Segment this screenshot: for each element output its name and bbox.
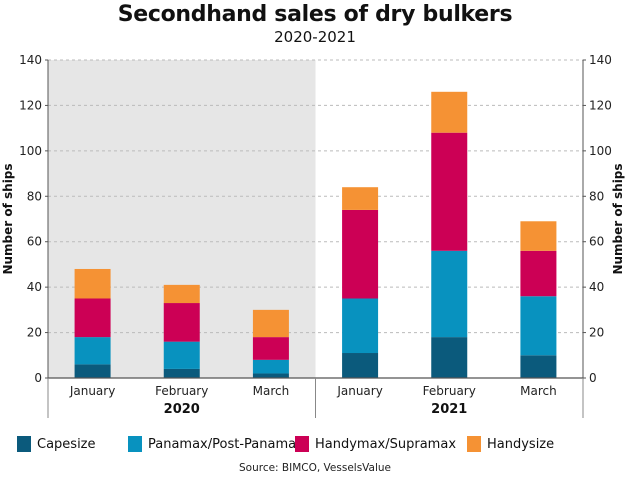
bar-segment-panamax-post-panamax-3 (342, 298, 379, 354)
bar-segment-panamax-post-panamax-2 (252, 359, 289, 374)
bar-segment-handysize-2 (252, 309, 289, 338)
y-tick-label-right: 140 (589, 53, 612, 67)
bar-segment-panamax-post-panamax-4 (431, 250, 468, 338)
x-tick-label: February (155, 384, 208, 398)
chart-subtitle: 2020-2021 (274, 28, 356, 46)
legend: Capesize Panamax/Post-Panamax Handymax/S… (0, 436, 630, 456)
bar-segment-capesize-0 (74, 364, 111, 378)
bar-segment-capesize-4 (431, 337, 468, 378)
bar-segment-handymax-supramax-4 (431, 132, 468, 251)
bar-segment-handymax-supramax-1 (163, 303, 200, 342)
bar-segment-capesize-3 (342, 353, 379, 378)
y-tick-label-left: 0 (34, 371, 42, 385)
bar-segment-handymax-supramax-5 (520, 250, 557, 297)
y-tick-label-left: 40 (27, 280, 42, 294)
legend-swatch-capesize (17, 436, 31, 452)
legend-item-handymax: Handymax/Supramax (295, 436, 456, 452)
bar-segment-panamax-post-panamax-0 (74, 337, 111, 365)
source-note: Source: BIMCO, VesselsValue (238, 462, 392, 474)
y-tick-label-right: 0 (589, 371, 597, 385)
legend-item-panamax: Panamax/Post-Panamax (128, 436, 304, 452)
y-tick-label-left: 60 (27, 235, 42, 249)
bar-segment-capesize-2 (252, 373, 289, 378)
y-tick-label-left: 20 (27, 326, 42, 340)
y-axis-label-left: Number of ships (1, 163, 15, 274)
bar-segment-handysize-0 (74, 268, 111, 299)
legend-swatch-handysize (467, 436, 481, 452)
x-group-label-2021: 2021 (431, 402, 467, 417)
y-axis-label-right: Number of ships (611, 163, 625, 274)
bar-segment-handymax-supramax-0 (74, 298, 111, 338)
bar-segment-handymax-supramax-2 (252, 337, 289, 360)
legend-label: Handysize (487, 436, 555, 452)
legend-label: Handymax/Supramax (315, 436, 457, 452)
y-tick-label-right: 80 (589, 189, 604, 203)
legend-item-capesize: Capesize (17, 436, 96, 452)
bar-segment-handysize-5 (520, 221, 557, 251)
y-tick-label-right: 100 (589, 144, 612, 158)
x-group-label-2020: 2020 (164, 402, 200, 417)
y-tick-label-right: 20 (589, 326, 604, 340)
y-tick-label-right: 60 (589, 235, 604, 249)
bar-segment-handysize-3 (342, 187, 379, 210)
legend-swatch-panamax (128, 436, 142, 452)
x-tick-label: January (69, 384, 116, 398)
y-tick-label-left: 120 (19, 98, 42, 112)
y-tick-label-left: 100 (19, 144, 42, 158)
y-tick-label-left: 80 (27, 189, 42, 203)
legend-label: Panamax/Post-Panamax (148, 436, 304, 452)
chart-title: Secondhand sales of dry bulkers (117, 2, 513, 27)
y-tick-label-right: 40 (589, 280, 604, 294)
bar-segment-handysize-4 (431, 91, 468, 133)
bar-segment-handysize-1 (163, 284, 200, 304)
x-tick-label: March (253, 384, 290, 398)
bar-segment-panamax-post-panamax-5 (520, 296, 557, 356)
legend-item-handysize: Handysize (467, 436, 554, 452)
legend-label: Capesize (37, 436, 96, 452)
y-tick-label-left: 140 (19, 53, 42, 67)
legend-swatch-handymax (295, 436, 309, 452)
bar-segment-panamax-post-panamax-1 (163, 341, 200, 369)
bar-segment-handymax-supramax-3 (342, 209, 379, 299)
bar-segment-capesize-1 (163, 368, 200, 378)
bar-segment-capesize-5 (520, 355, 557, 378)
x-tick-label: March (520, 384, 557, 398)
y-tick-label-right: 120 (589, 98, 612, 112)
x-tick-label: January (336, 384, 383, 398)
x-tick-label: February (423, 384, 476, 398)
